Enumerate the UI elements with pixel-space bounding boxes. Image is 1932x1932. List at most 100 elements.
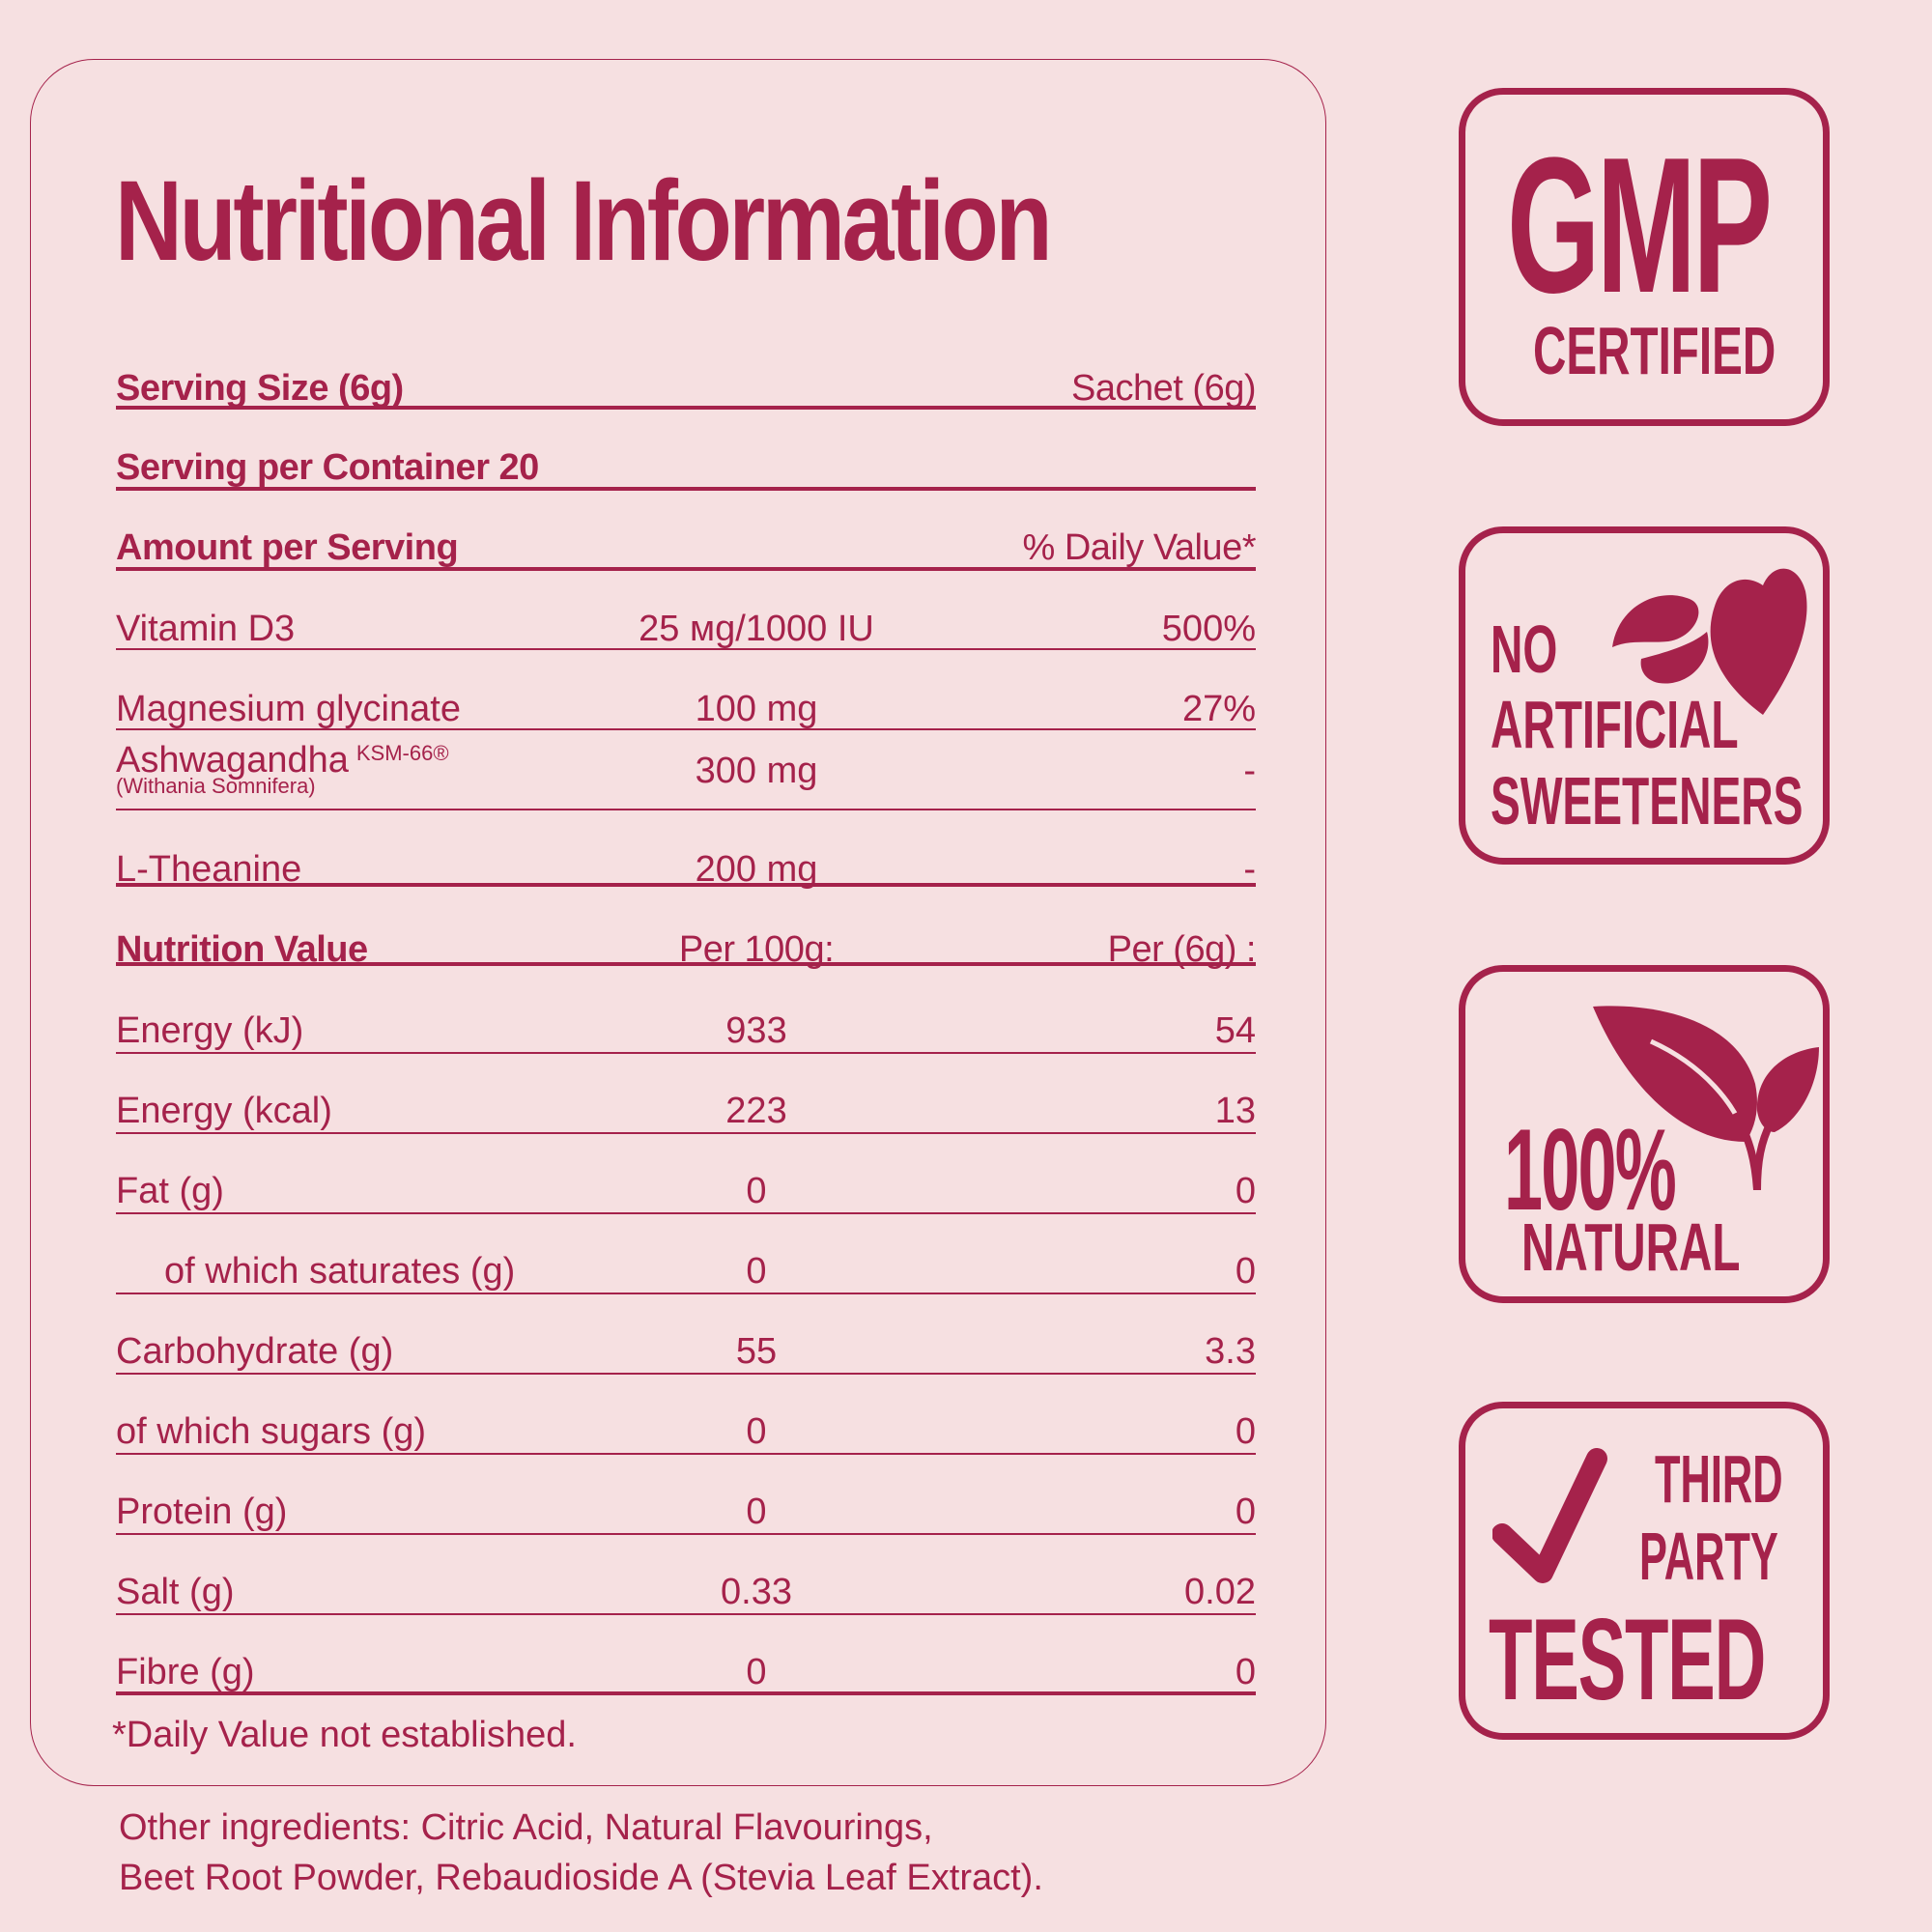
serving-size-label: Serving Size (6g)	[116, 368, 404, 409]
nut-and-leaf-icon	[1612, 568, 1807, 715]
nutrient-per-100g: 223	[725, 1091, 787, 1131]
certified-label: CERTIFIED	[1533, 313, 1776, 388]
footnote: *Daily Value not established.	[112, 1715, 577, 1755]
nutrition-row: Fibre (g) 0 0	[116, 1632, 1256, 1709]
divider	[116, 567, 1256, 571]
nutrition-row: of which saturates (g) 0 0	[116, 1231, 1256, 1308]
divider	[116, 728, 1256, 730]
gmp-certified-badge: GMP CERTIFIED	[1459, 88, 1830, 426]
servings-per-container-label: Serving per Container 20	[116, 447, 539, 488]
nutrient-per-serving: 0.02	[1184, 1572, 1256, 1612]
divider	[116, 883, 1256, 887]
other-ingredients-line: Beet Root Powder, Rebaudioside A (Stevia…	[119, 1858, 1043, 1898]
natural-label: NATURAL	[1521, 1209, 1741, 1285]
nutrient-per-100g: 0	[746, 1171, 767, 1211]
nutrient-per-100g: 0	[746, 1492, 767, 1532]
nutrient-per-100g: 933	[725, 1010, 787, 1051]
other-ingredients: Other ingredients: Citric Acid, Natural …	[119, 1803, 1043, 1903]
divider	[116, 406, 1256, 410]
divider	[116, 1212, 1256, 1214]
divider	[116, 1052, 1256, 1054]
third-label: THIRD	[1655, 1441, 1783, 1517]
nutrition-header-row: Nutrition Value Per 100g: Per (6g) :	[116, 909, 1257, 986]
nutrition-row: Salt (g) 0.33 0.02	[116, 1551, 1256, 1629]
nutrient-name: Energy (kJ)	[116, 1010, 304, 1051]
nutrient-name: Salt (g)	[116, 1572, 235, 1612]
nutrient-per-serving: 13	[1214, 1091, 1256, 1131]
nutrient-name: of which saturates (g)	[164, 1251, 516, 1292]
nutrition-row: Protein (g) 0 0	[116, 1471, 1256, 1548]
serving-size-row: Serving Size (6g) Sachet (6g)	[116, 348, 1256, 425]
nutrient-name: Carbohydrate (g)	[116, 1331, 394, 1372]
ingredient-amount: 25 мg/1000 IU	[639, 609, 874, 649]
ingredient-daily-value: -	[1243, 849, 1256, 890]
page-title: Nutritional Information	[115, 157, 1053, 285]
serving-size-value: Sachet (6g)	[1071, 368, 1256, 409]
percent-label: 100%	[1504, 1105, 1677, 1235]
servings-per-container-row: Serving per Container 20	[116, 427, 1256, 504]
divider	[116, 1453, 1256, 1455]
ingredient-row: Magnesium glycinate 100 mg 27%	[116, 668, 1256, 746]
nutrition-row: Energy (kJ) 933 54	[116, 990, 1256, 1067]
divider	[116, 962, 1256, 966]
ingredient-daily-value: -	[1243, 751, 1256, 791]
tested-label: TESTED	[1489, 1595, 1766, 1724]
nutrient-per-100g: 0	[746, 1652, 767, 1692]
nutrient-per-serving: 0	[1235, 1251, 1256, 1292]
amount-per-serving-row: Amount per Serving % Daily Value*	[116, 507, 1256, 584]
nutrient-per-100g: 0	[746, 1251, 767, 1292]
divider	[116, 1691, 1256, 1695]
divider	[116, 809, 1256, 810]
party-label: PARTY	[1639, 1519, 1778, 1594]
nutrient-per-serving: 54	[1214, 1010, 1256, 1051]
nutrition-row: Fat (g) 0 0	[116, 1151, 1256, 1228]
ingredient-row: Ashwagandha KSM-66® (Withania Somnifera) …	[116, 730, 1256, 808]
nutrient-name: of which sugars (g)	[116, 1411, 427, 1452]
artificial-label: ARTIFICIAL	[1491, 687, 1739, 762]
nutrient-per-serving: 0	[1235, 1411, 1256, 1452]
ingredient-name: Vitamin D3	[116, 609, 296, 649]
sprout-leaves-icon	[1593, 1006, 1819, 1190]
checkmark-icon	[1492, 1448, 1607, 1583]
gmp-label: GMP	[1507, 118, 1773, 333]
nutrition-row: Carbohydrate (g) 55 3.3	[116, 1311, 1256, 1388]
ingredient-row: Vitamin D3 25 мg/1000 IU 500%	[116, 588, 1256, 666]
ingredient-daily-value: 500%	[1161, 609, 1256, 649]
ingredient-name: Ashwagandha	[116, 740, 349, 781]
divider	[116, 487, 1256, 491]
divider	[116, 1533, 1256, 1535]
nutrient-per-100g: 0	[746, 1411, 767, 1452]
ingredient-latin-name: (Withania Somnifera)	[116, 774, 316, 798]
nutrition-row: of which sugars (g) 0 0	[116, 1391, 1256, 1468]
nutrient-per-serving: 0	[1235, 1652, 1256, 1692]
divider	[116, 1373, 1256, 1375]
divider	[116, 1132, 1256, 1134]
nutrient-name: Fat (g)	[116, 1171, 224, 1211]
no-artificial-sweeteners-badge: NO ARTIFICIAL SWEETENERS	[1459, 526, 1830, 865]
ingredient-amount: 300 mg	[695, 751, 818, 791]
nutrient-per-serving: 0	[1235, 1171, 1256, 1211]
nutrition-row: Energy (kcal) 223 13	[116, 1070, 1256, 1148]
third-party-tested-badge: THIRD PARTY TESTED	[1459, 1402, 1830, 1740]
ingredient-row: L-Theanine 200 mg -	[116, 829, 1256, 906]
nutrient-per-100g: 55	[735, 1331, 778, 1372]
nutrient-name: Energy (kcal)	[116, 1091, 332, 1131]
nutrient-per-serving: 3.3	[1205, 1331, 1256, 1372]
nutrient-name: Protein (g)	[116, 1492, 288, 1532]
divider	[116, 1293, 1256, 1294]
nutrient-name: Fibre (g)	[116, 1652, 255, 1692]
divider	[116, 1613, 1256, 1615]
no-label: NO	[1491, 611, 1558, 687]
ingredient-daily-value: 27%	[1181, 689, 1256, 729]
divider	[116, 648, 1256, 650]
sweeteners-label: SWEETENERS	[1491, 763, 1804, 838]
amount-per-serving-label: Amount per Serving	[116, 527, 459, 568]
nutrition-panel	[30, 59, 1326, 1786]
ingredient-amount: 100 mg	[695, 689, 818, 729]
natural-badge: 100% NATURAL	[1459, 965, 1830, 1303]
daily-value-header: % Daily Value*	[1022, 527, 1256, 568]
trademark-label: KSM-66®	[355, 741, 449, 765]
other-ingredients-line: Other ingredients: Citric Acid, Natural …	[119, 1807, 933, 1848]
ingredient-name: Magnesium glycinate	[116, 689, 461, 729]
nutrient-per-100g: 0.33	[721, 1572, 792, 1612]
